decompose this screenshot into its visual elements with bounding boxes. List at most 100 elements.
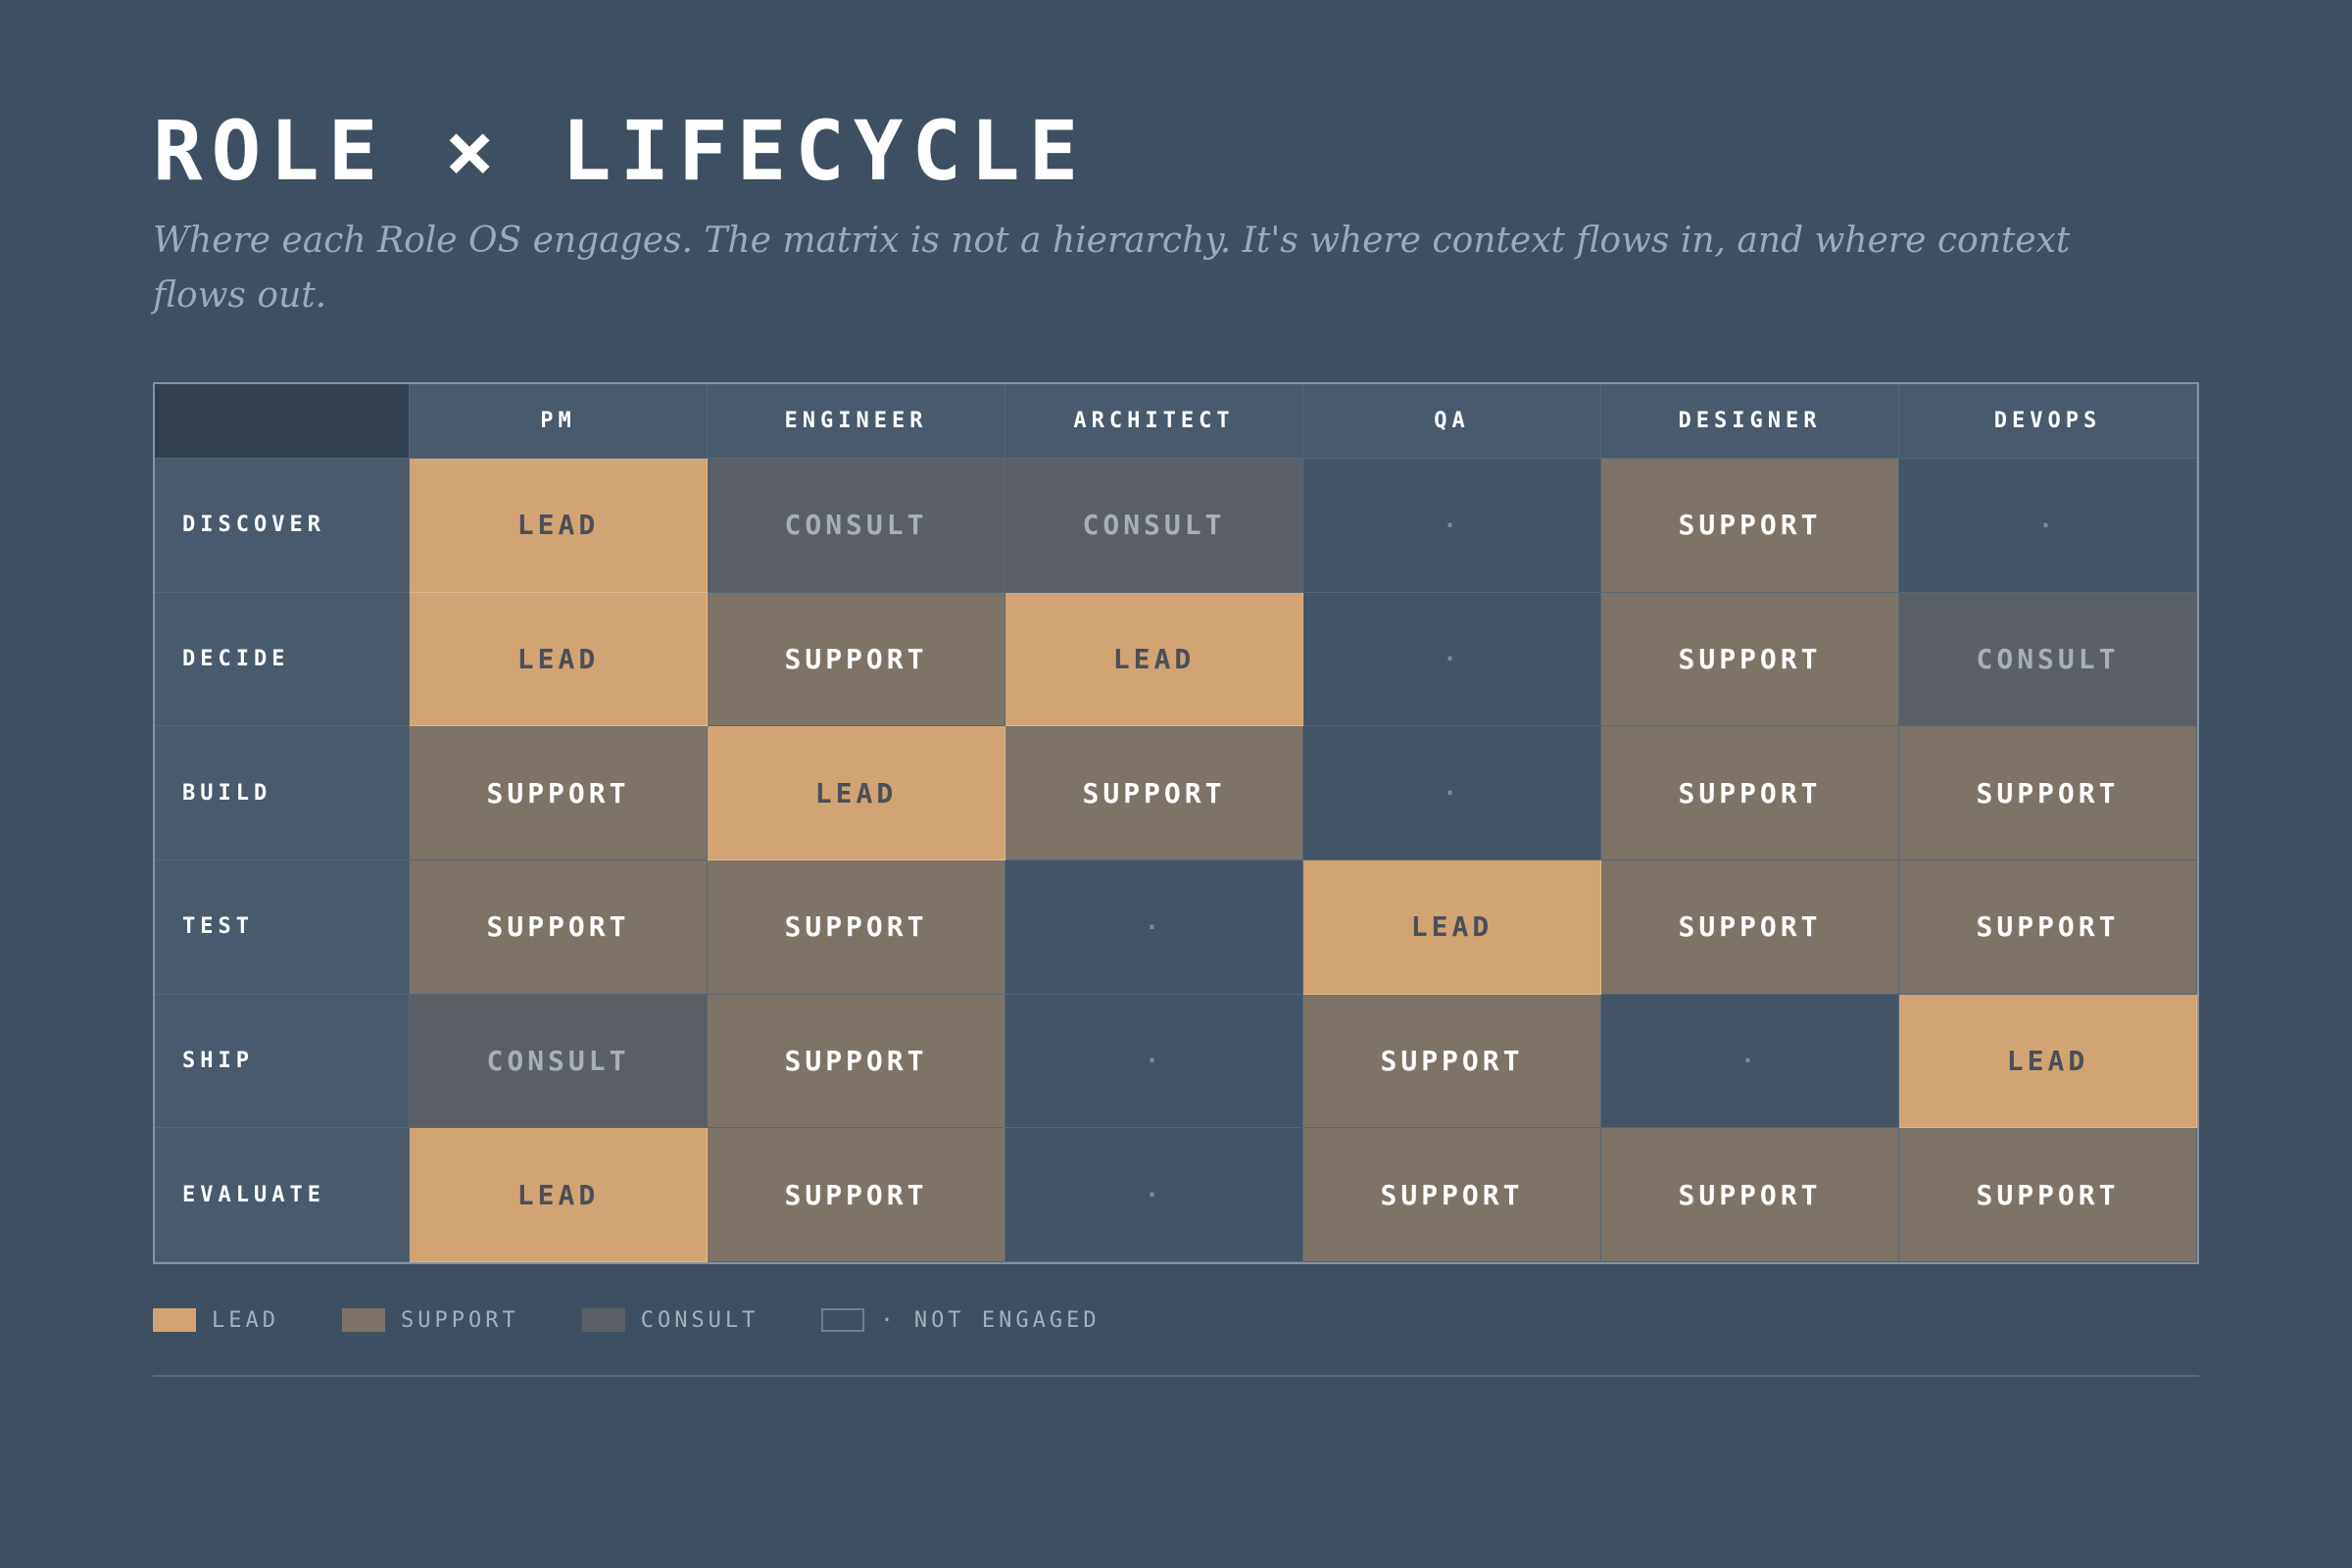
matrix-cell-build-engineer: LEAD xyxy=(708,726,1005,860)
page: ROLE × LIFECYCLE Where each Role OS enga… xyxy=(153,0,2199,1568)
role-lifecycle-matrix: PM ENGINEER ARCHITECT QA DESIGNER DEVOPS… xyxy=(153,382,2199,1264)
engagement-label: · xyxy=(1443,779,1461,808)
engagement-label: CONSULT xyxy=(1082,509,1226,542)
engagement-label: SUPPORT xyxy=(1678,910,1822,944)
page-subtitle: Where each Role OS engages. The matrix i… xyxy=(153,220,2071,316)
legend-swatch-consult xyxy=(581,1308,625,1332)
engagement-label: CONSULT xyxy=(486,1044,630,1077)
engagement-label: LEAD xyxy=(2006,1044,2089,1077)
engagement-label: LEAD xyxy=(1112,642,1196,675)
matrix-cell-ship-engineer: SUPPORT xyxy=(708,994,1005,1129)
matrix-cell-evaluate-engineer: SUPPORT xyxy=(708,1128,1005,1262)
legend-swatch-lead xyxy=(153,1308,196,1332)
column-header-devops: DEVOPS xyxy=(1899,384,2197,459)
legend-swatch-none xyxy=(821,1308,865,1332)
matrix-cell-decide-devops: CONSULT xyxy=(1899,592,2197,727)
matrix-cell-discover-engineer: CONSULT xyxy=(708,459,1005,593)
engagement-label: LEAD xyxy=(814,776,898,809)
matrix-cell-decide-designer: SUPPORT xyxy=(1601,592,1899,727)
matrix-cell-test-pm: SUPPORT xyxy=(410,860,708,995)
matrix-cell-discover-designer: SUPPORT xyxy=(1601,459,1899,593)
matrix-cell-discover-architect: CONSULT xyxy=(1005,459,1303,593)
engagement-label: CONSULT xyxy=(784,509,928,542)
engagement-label: CONSULT xyxy=(1976,642,2120,675)
engagement-label: SUPPORT xyxy=(1678,1178,1822,1211)
engagement-label: SUPPORT xyxy=(1380,1178,1524,1211)
engagement-label: SUPPORT xyxy=(486,910,630,944)
matrix-cell-ship-architect: · xyxy=(1005,994,1303,1129)
engagement-label: · xyxy=(1145,1181,1163,1209)
legend-label: · NOT ENGAGED xyxy=(880,1307,1101,1333)
engagement-label: LEAD xyxy=(516,1178,600,1211)
matrix-cell-evaluate-qa: SUPPORT xyxy=(1303,1128,1601,1262)
engagement-label: LEAD xyxy=(516,642,600,675)
matrix-cell-test-qa: LEAD xyxy=(1303,860,1601,995)
engagement-label: LEAD xyxy=(516,509,600,542)
matrix-cell-ship-designer: · xyxy=(1601,994,1899,1129)
engagement-label: LEAD xyxy=(1410,910,1494,944)
engagement-label: SUPPORT xyxy=(486,776,630,809)
matrix-cell-decide-qa: · xyxy=(1303,592,1601,727)
matrix-cell-evaluate-architect: · xyxy=(1005,1128,1303,1262)
row-header-ship: SHIP xyxy=(155,994,410,1129)
engagement-label: SUPPORT xyxy=(784,642,928,675)
engagement-label: SUPPORT xyxy=(1678,509,1822,542)
matrix-cell-evaluate-designer: SUPPORT xyxy=(1601,1128,1899,1262)
matrix-cell-decide-pm: LEAD xyxy=(410,592,708,727)
matrix-cell-build-devops: SUPPORT xyxy=(1899,726,2197,860)
row-header-discover: DISCOVER xyxy=(155,459,410,593)
row-header-evaluate: EVALUATE xyxy=(155,1128,410,1262)
engagement-label: · xyxy=(1145,1047,1163,1075)
matrix-cell-evaluate-devops: SUPPORT xyxy=(1899,1128,2197,1262)
matrix-cell-build-architect: SUPPORT xyxy=(1005,726,1303,860)
engagement-label: SUPPORT xyxy=(1976,910,2120,944)
legend-swatch-support xyxy=(341,1308,385,1332)
engagement-label: · xyxy=(1145,912,1163,941)
engagement-label: SUPPORT xyxy=(784,1178,928,1211)
engagement-label: SUPPORT xyxy=(784,1044,928,1077)
divider xyxy=(153,1375,2199,1377)
matrix-cell-decide-engineer: SUPPORT xyxy=(708,592,1005,727)
matrix-corner xyxy=(155,384,410,459)
legend-item-consult: CONSULT xyxy=(581,1307,760,1333)
engagement-label: · xyxy=(1443,645,1461,673)
engagement-label: SUPPORT xyxy=(1678,776,1822,809)
row-header-decide: DECIDE xyxy=(155,592,410,727)
engagement-label: · xyxy=(2038,511,2057,539)
matrix-cell-decide-architect: LEAD xyxy=(1005,592,1303,727)
matrix-cell-discover-devops: · xyxy=(1899,459,2197,593)
legend: LEAD SUPPORT CONSULT · NOT ENGAGED xyxy=(153,1303,1163,1337)
legend-label: LEAD xyxy=(212,1307,279,1333)
engagement-label: SUPPORT xyxy=(1976,1178,2120,1211)
matrix-cell-build-designer: SUPPORT xyxy=(1601,726,1899,860)
column-header-qa: QA xyxy=(1303,384,1601,459)
engagement-label: SUPPORT xyxy=(784,910,928,944)
matrix-cell-test-architect: · xyxy=(1005,860,1303,995)
engagement-label: · xyxy=(1443,511,1461,539)
legend-label: SUPPORT xyxy=(400,1307,519,1333)
column-header-pm: PM xyxy=(410,384,708,459)
column-header-designer: DESIGNER xyxy=(1601,384,1899,459)
engagement-label: SUPPORT xyxy=(1678,642,1822,675)
matrix-cell-ship-pm: CONSULT xyxy=(410,994,708,1129)
column-header-architect: ARCHITECT xyxy=(1005,384,1303,459)
matrix-cell-evaluate-pm: LEAD xyxy=(410,1128,708,1262)
matrix-cell-build-qa: · xyxy=(1303,726,1601,860)
matrix-cell-discover-qa: · xyxy=(1303,459,1601,593)
matrix-cell-ship-devops: LEAD xyxy=(1899,994,2197,1129)
row-header-build: BUILD xyxy=(155,726,410,860)
row-header-test: TEST xyxy=(155,860,410,995)
column-header-engineer: ENGINEER xyxy=(708,384,1005,459)
legend-item-none: · NOT ENGAGED xyxy=(821,1308,1100,1333)
matrix-cell-build-pm: SUPPORT xyxy=(410,726,708,860)
engagement-label: SUPPORT xyxy=(1976,776,2120,809)
page-title: ROLE × LIFECYCLE xyxy=(153,103,1088,199)
engagement-label: SUPPORT xyxy=(1082,776,1226,809)
matrix-cell-discover-pm: LEAD xyxy=(410,459,708,593)
legend-item-lead: LEAD xyxy=(153,1308,279,1333)
legend-label: CONSULT xyxy=(640,1307,760,1333)
matrix-cell-test-devops: SUPPORT xyxy=(1899,860,2197,995)
legend-item-support: SUPPORT xyxy=(341,1307,519,1333)
engagement-label: · xyxy=(1740,1047,1759,1075)
matrix-cell-test-designer: SUPPORT xyxy=(1601,860,1899,995)
